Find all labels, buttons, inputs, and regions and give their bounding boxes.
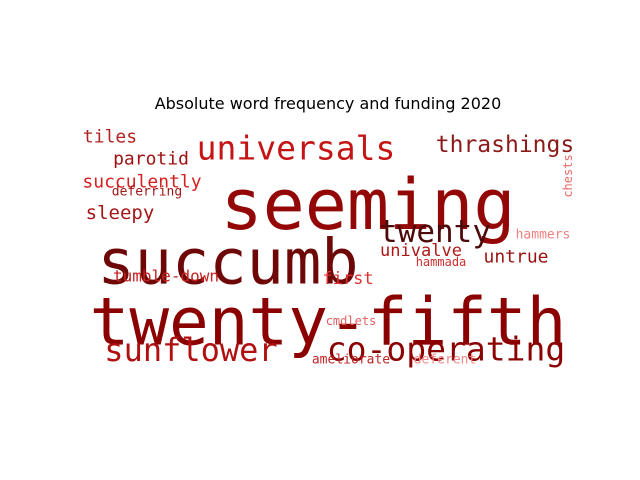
word-tumble-down: tumble-down xyxy=(113,267,219,286)
word-parotid: parotid xyxy=(113,149,189,170)
word-hammada: hammada xyxy=(416,255,467,269)
word-thrashings: thrashings xyxy=(436,132,574,158)
word-cmdlets: cmdlets xyxy=(326,314,377,328)
word-deferent: deferent xyxy=(414,353,477,368)
word-first: first xyxy=(322,269,373,289)
word-sunflower: sunflower xyxy=(104,331,277,369)
word-succumb: succumb xyxy=(97,226,358,299)
word-untrue: untrue xyxy=(483,247,548,268)
word-hammers: hammers xyxy=(516,228,571,243)
word-sleepy: sleepy xyxy=(86,202,155,224)
word-tiles: tiles xyxy=(83,127,137,148)
word-ameliorate: ameliorate xyxy=(312,353,390,368)
word-universals: universals xyxy=(197,129,396,168)
word-chests: chests xyxy=(561,154,575,197)
word-deferring: deferring xyxy=(112,185,182,200)
